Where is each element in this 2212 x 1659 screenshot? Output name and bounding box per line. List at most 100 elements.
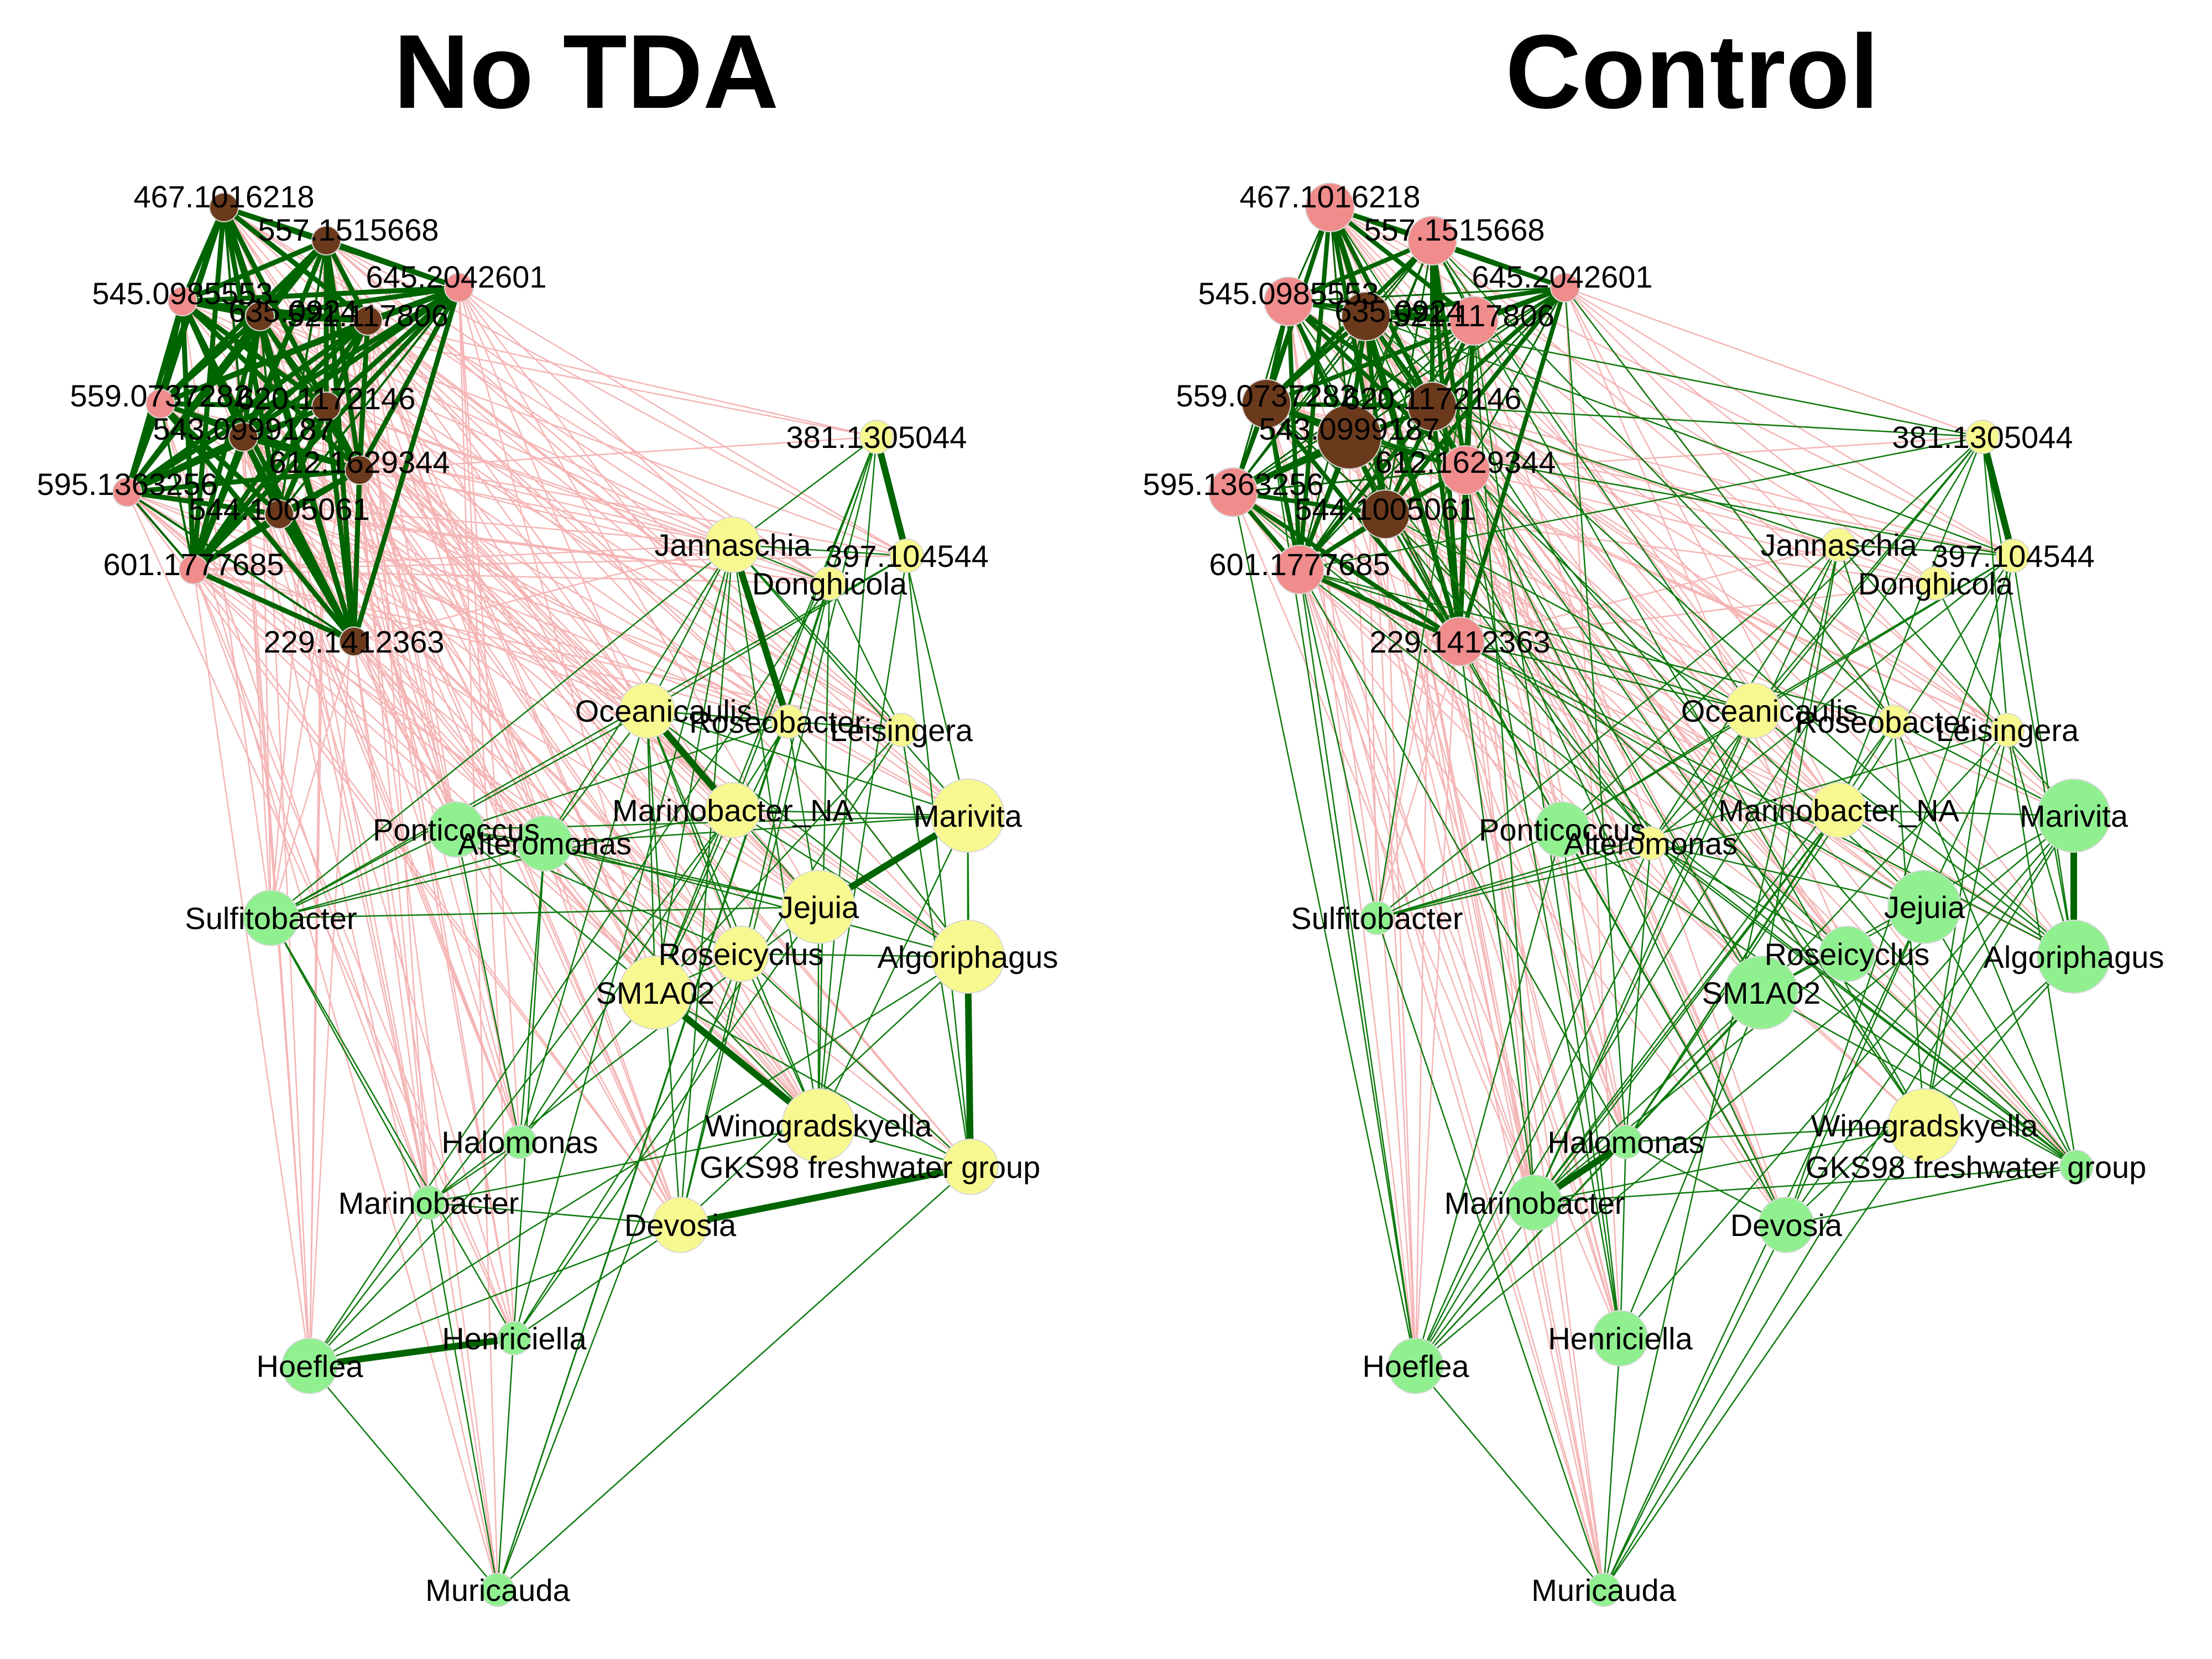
positive-edge — [1415, 843, 1652, 1366]
metabolite-node — [311, 392, 341, 421]
negative-edge — [242, 436, 499, 1590]
positive-edge — [1650, 842, 1925, 908]
positive-edge — [1376, 828, 1563, 919]
positive-edge — [544, 842, 968, 958]
positive-edge — [192, 567, 355, 644]
positive-edge — [654, 721, 789, 993]
positive-edge — [497, 1166, 971, 1590]
node-label: 544.1005061 — [189, 492, 369, 526]
node-label: Ponticoccus — [373, 812, 540, 847]
genus-node — [1534, 801, 1590, 858]
negative-edge — [1376, 641, 1461, 919]
positive-edge — [1838, 809, 2074, 817]
positive-edge — [732, 436, 877, 545]
negative-edge — [353, 641, 742, 954]
edge-layer — [1231, 205, 2078, 1590]
node-label: Devosia — [624, 1208, 737, 1243]
positive-edge — [270, 906, 819, 919]
positive-edge — [1299, 568, 1895, 723]
metabolite-node — [311, 226, 341, 255]
negative-edge — [193, 568, 742, 955]
negative-edge — [326, 405, 733, 546]
negative-edge — [243, 436, 648, 712]
positive-edge — [1385, 513, 1754, 712]
node-label: 521.117806 — [1393, 298, 1554, 333]
metabolite-node — [345, 455, 374, 485]
negative-edge — [1432, 405, 2013, 557]
negative-edge — [458, 287, 742, 954]
node-label: Roseobacter — [1795, 705, 1971, 739]
positive-edge — [351, 469, 362, 642]
negative-edge — [1287, 301, 1652, 844]
positive-edge — [276, 405, 329, 515]
metabolite-node — [1317, 404, 1382, 469]
positive-edge — [1619, 1141, 1627, 1339]
positive-edge — [817, 815, 969, 1126]
node-label: 635.0924 — [228, 294, 358, 328]
positive-edge — [270, 828, 457, 919]
metabolite-node — [1241, 379, 1291, 429]
positive-edge — [428, 1141, 520, 1204]
node-label: 612.1629344 — [269, 445, 450, 479]
panel-title: No TDA — [394, 13, 779, 131]
positive-edge — [1625, 843, 1652, 1142]
genus-node — [411, 1186, 446, 1220]
positive-edge — [277, 513, 356, 643]
positive-edge — [1415, 992, 1762, 1366]
node-label: Winogradskyella — [705, 1108, 933, 1143]
negative-edge — [1329, 206, 2013, 557]
positive-edge — [1432, 240, 1895, 722]
strong-positive-edge — [1979, 436, 2016, 557]
negative-edge — [359, 469, 733, 546]
positive-edge — [257, 315, 357, 643]
node-label: 545.0985553 — [92, 276, 273, 311]
node-label: GKS98 freshwater group — [1806, 1150, 2146, 1185]
genus-node — [481, 1573, 515, 1607]
node-label: 543.0999187 — [1259, 411, 1439, 446]
negative-edge — [182, 300, 789, 723]
node-label: Jannaschia — [654, 528, 811, 562]
positive-edge — [732, 544, 968, 816]
positive-edge — [519, 843, 546, 1142]
genus-node — [2037, 920, 2111, 994]
positive-edge — [351, 286, 462, 643]
positive-edge — [679, 436, 878, 1225]
genus-node — [931, 779, 1005, 853]
negative-edge — [1298, 569, 1605, 1590]
positive-edge — [1838, 544, 2013, 557]
positive-edge — [1297, 405, 1434, 571]
node-label: Donghicola — [752, 566, 907, 601]
negative-edge — [193, 568, 789, 723]
metabolite-node — [209, 192, 239, 222]
positive-edge — [1534, 992, 1762, 1203]
genus-node — [812, 566, 847, 601]
positive-edge — [732, 544, 820, 1126]
positive-edge — [1266, 320, 1474, 405]
positive-edge — [1562, 828, 2077, 1168]
positive-edge — [1365, 316, 2074, 957]
genus-node — [1887, 1088, 1961, 1162]
positive-edge — [1752, 710, 2074, 957]
negative-edge — [1348, 436, 1605, 1590]
node-label: Hoeflea — [1362, 1349, 1469, 1384]
node-label: Marivita — [2020, 799, 2128, 833]
node-label: 595.1363256 — [1142, 467, 1323, 502]
genus-node — [2059, 1150, 2094, 1184]
metabolite-node — [112, 477, 142, 507]
positive-edge — [428, 1202, 681, 1226]
positive-edge — [270, 917, 515, 1339]
genus-node — [2037, 779, 2111, 853]
positive-edge — [817, 436, 878, 1126]
positive-edge — [828, 583, 902, 731]
node-label: Marinobacter — [338, 1186, 519, 1220]
node-label: 557.1515668 — [258, 212, 439, 247]
positive-edge — [1232, 492, 1417, 1366]
positive-edge — [124, 403, 163, 493]
positive-edge — [1934, 583, 2008, 731]
negative-edge — [1385, 513, 2074, 958]
node-label: 381.1305044 — [1892, 420, 2073, 455]
node-label: 620.1172146 — [1343, 381, 1522, 416]
positive-edge — [1838, 436, 1984, 811]
positive-edge — [817, 583, 831, 1126]
negative-edge — [1287, 301, 1621, 1339]
